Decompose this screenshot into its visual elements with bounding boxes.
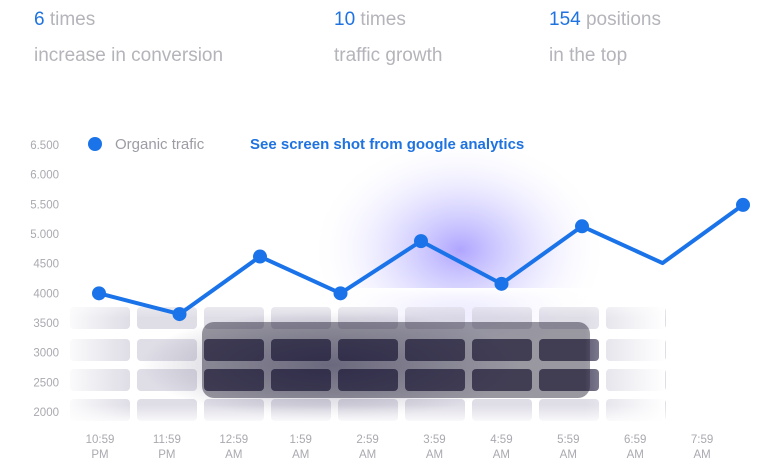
stat-unit: times (49, 9, 96, 30)
y-tick-label: 3500 (33, 318, 59, 330)
x-tick-label: 7:59 AM (691, 434, 713, 459)
stat-unit: positions (585, 9, 661, 30)
stat-conversion: 6 times increase in conversion (34, 8, 223, 68)
legend-label: Organic trafic (115, 136, 205, 153)
x-tick-label: 1:59 AM (290, 434, 312, 459)
stat-number: 6 (34, 9, 45, 30)
data-point (414, 234, 428, 249)
x-tick-label: 12:59 AM (219, 434, 248, 459)
data-point (494, 276, 509, 291)
y-tick-label: 6.500 (30, 140, 59, 152)
x-axis: 10:59 PM 11:59 PM 12:59 AM 1:59 AM 2:59 AM 3:59 AM 4… (86, 434, 714, 459)
stat-caption: in the top (549, 45, 628, 66)
stat-number: 154 (549, 9, 581, 30)
x-tick-label: 3:59 AM (423, 434, 445, 459)
x-tick-label: 4:59 AM (490, 434, 512, 459)
x-tick-label: 2:59 AM (356, 434, 378, 459)
data-point (333, 286, 348, 301)
stat-caption: increase in conversion (34, 45, 224, 66)
stat-caption: traffic growth (334, 45, 443, 66)
data-point (736, 197, 750, 212)
stat-unit: times (360, 9, 406, 30)
decorative-background (60, 135, 670, 430)
stat-number: 10 (334, 9, 356, 30)
legend: Organic trafic (88, 136, 205, 153)
x-tick-label: 10:59 PM (86, 434, 115, 459)
y-tick-label: 5.500 (30, 199, 59, 211)
x-tick-label: 5:59 AM (557, 434, 579, 459)
stat-traffic: 10 times traffic growth (334, 8, 442, 68)
data-point (575, 219, 589, 234)
stat-positions: 154 positions in the top (549, 8, 661, 68)
google-analytics-link[interactable]: See screen shot from google analytics (250, 136, 524, 153)
x-tick-label: 6:59 AM (624, 434, 646, 459)
y-axis: 6.500 6.000 5.500 5.000 4500 4000 3500 3000 2500… (30, 140, 59, 419)
y-tick-label: 5.000 (30, 229, 59, 241)
y-tick-label: 4000 (33, 288, 59, 300)
y-tick-label: 2500 (33, 377, 59, 389)
y-tick-label: 3000 (33, 348, 59, 360)
data-point (92, 286, 106, 301)
y-tick-label: 2000 (33, 407, 59, 419)
y-tick-label: 6.000 (30, 170, 59, 182)
data-point (172, 307, 187, 322)
legend-marker (88, 137, 102, 151)
x-tick-label: 11:59 PM (153, 434, 181, 459)
data-point (253, 249, 267, 264)
data-points (92, 197, 750, 322)
y-tick-label: 4500 (33, 259, 59, 271)
